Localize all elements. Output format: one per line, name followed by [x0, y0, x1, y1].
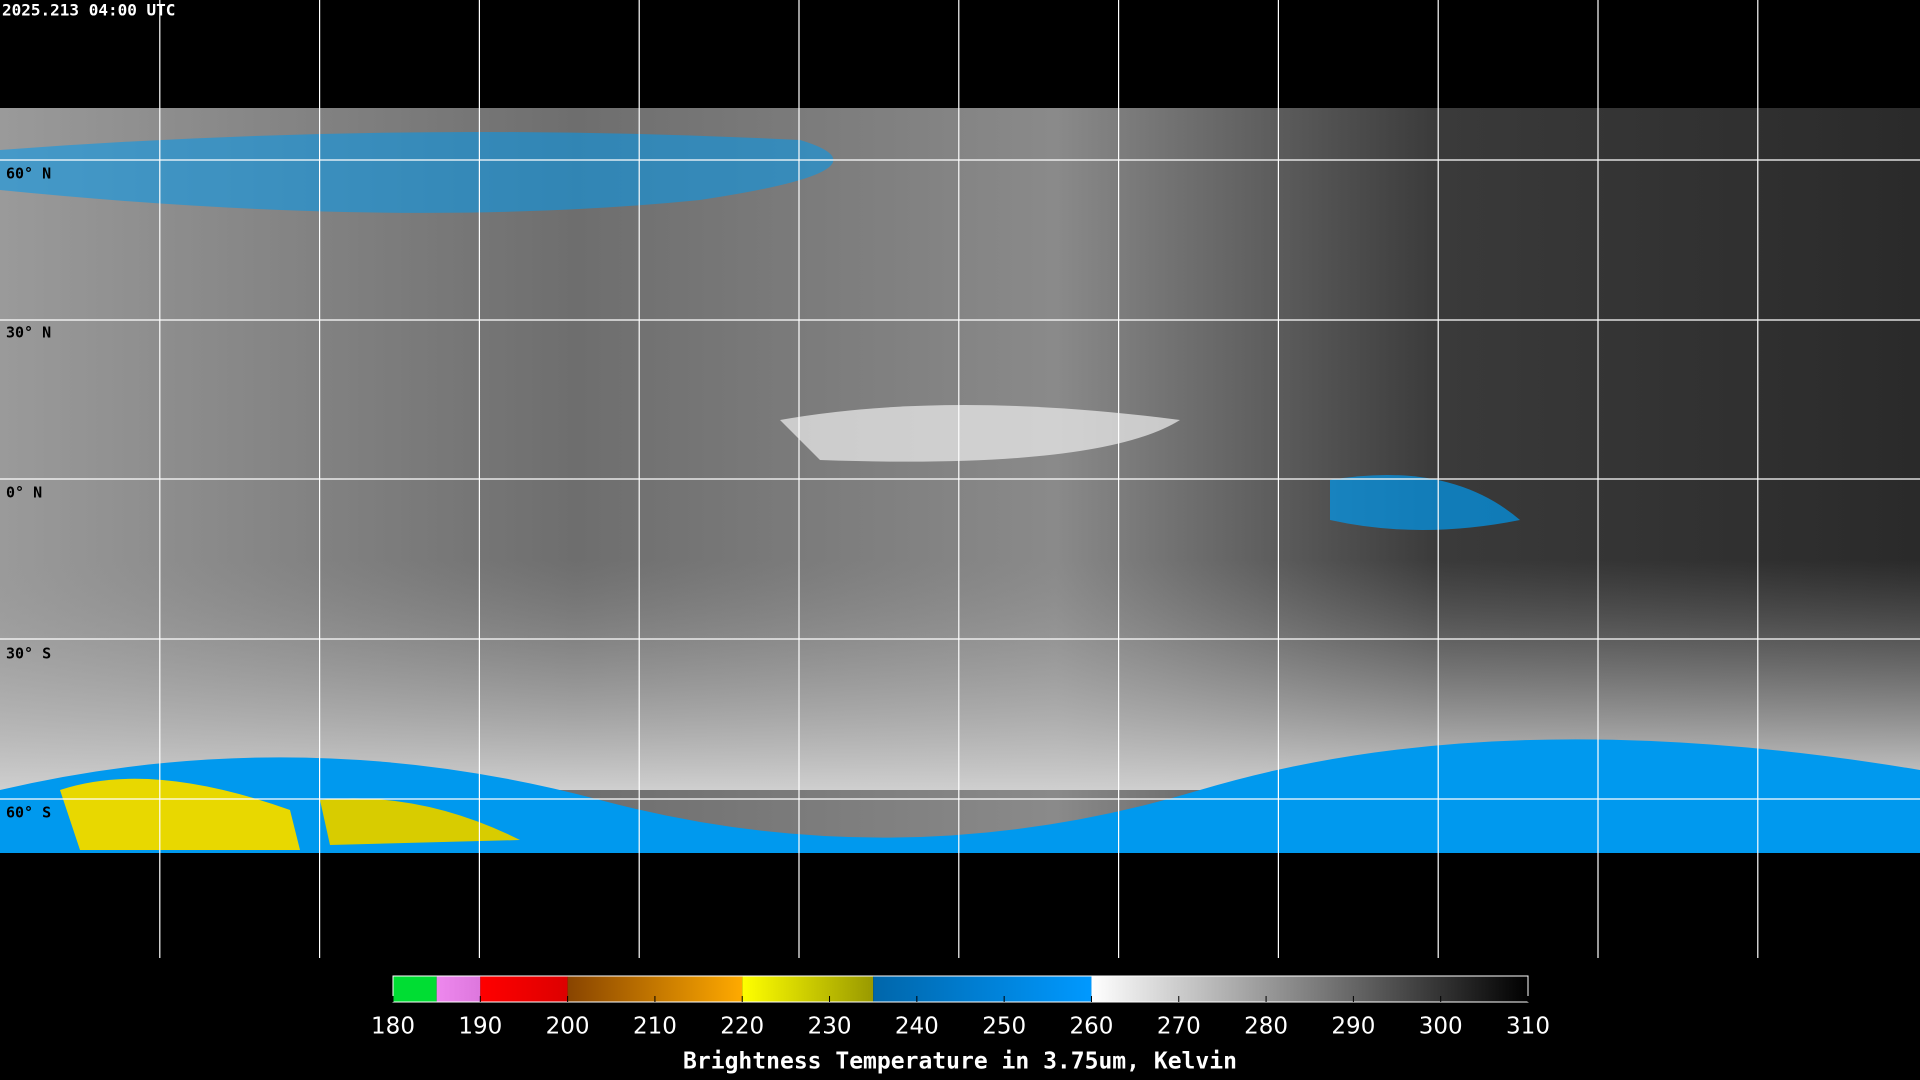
itcz-clouds: [780, 405, 1180, 462]
colorbar-tick-label: 220: [720, 1014, 764, 1040]
lat-label: 30° N: [6, 324, 51, 342]
colorbar-tick-label: 230: [808, 1014, 852, 1040]
colorbar-segment: [873, 976, 1092, 1002]
lat-label: 60° N: [6, 165, 51, 183]
colorbar-segment: [1091, 976, 1528, 1002]
colorbar-tick-label: 280: [1244, 1014, 1288, 1040]
colorbar-tick-label: 270: [1157, 1014, 1201, 1040]
cold-clouds: [1330, 475, 1520, 530]
colorbar-segment: [480, 976, 568, 1002]
colorbar: 180 190 200 210 220 230 240 250 260 270 280 290 300 3…: [371, 975, 1550, 1040]
colorbar-segment: [742, 976, 874, 1002]
colorbar-title: Brightness Temperature in 3.75um, Kelvin: [683, 1049, 1237, 1075]
satellite-imagery: [0, 108, 1920, 853]
colorbar-tick-label: 260: [1070, 1014, 1114, 1040]
colorbar-tick-label: 180: [371, 1014, 415, 1040]
graticule: [0, 0, 1920, 958]
cold-clouds: [0, 132, 834, 213]
colorbar-segment: [393, 976, 437, 1002]
lat-label: 0° N: [6, 484, 42, 502]
colorbar-tick-label: 310: [1506, 1014, 1550, 1040]
colorbar-tick-label: 200: [546, 1014, 590, 1040]
colorbar-frame: [392, 975, 1529, 1003]
very-cold-clouds: [60, 778, 300, 850]
colorbar-tick-label: 290: [1331, 1014, 1375, 1040]
colorbar-tick-label: 190: [458, 1014, 502, 1040]
lat-label: 60° S: [6, 804, 51, 822]
timestamp: 2025.213 04:00 UTC: [2, 1, 175, 20]
colorbar-tick-label: 240: [895, 1014, 939, 1040]
very-cold-clouds: [320, 798, 520, 845]
lat-labels: 60° N 30° N 0° N 30° S 60° S: [6, 165, 51, 822]
colorbar-tick-label: 300: [1419, 1014, 1463, 1040]
colorbar-segment: [436, 976, 481, 1002]
colorbar-tick-label: 250: [982, 1014, 1026, 1040]
lat-label: 30° S: [6, 645, 51, 663]
colorbar-tick-label: 210: [633, 1014, 677, 1040]
